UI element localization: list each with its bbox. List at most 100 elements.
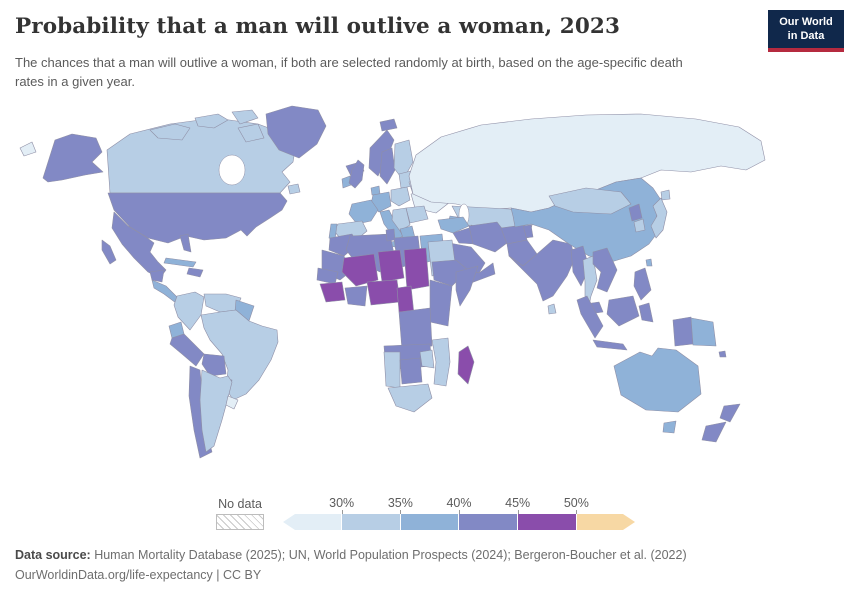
country-cameroon[interactable] (396, 285, 415, 315)
country-mexico-baja[interactable] (101, 239, 117, 265)
country-madagascar[interactable] (457, 345, 475, 385)
country-vietnam-laos-cambodia[interactable] (592, 247, 618, 293)
country-cuba[interactable] (163, 257, 197, 268)
footer-source-text: Human Mortality Database (2025); UN, Wor… (90, 548, 687, 562)
chart-subtitle: The chances that a man will outlive a wo… (15, 55, 683, 89)
legend-tick-mark (576, 510, 578, 514)
country-svalbard[interactable] (379, 118, 398, 132)
legend-tick-label: 30% (329, 496, 355, 510)
legend-segment-5[interactable] (576, 514, 635, 530)
country-usa-florida[interactable] (179, 233, 192, 253)
owid-logo[interactable]: Our World in Data (768, 10, 844, 52)
country-somalia[interactable] (455, 265, 479, 307)
country-botswana[interactable] (399, 357, 423, 385)
country-alaska[interactable] (42, 133, 104, 183)
chart-footer: Data source: Human Mortality Database (2… (15, 545, 835, 585)
country-poland[interactable] (390, 186, 411, 207)
footer-source-label: Data source: (15, 548, 91, 562)
footer-license-line[interactable]: OurWorldinData.org/life-expectancy | CC … (15, 568, 262, 582)
legend-segment-2[interactable] (400, 514, 459, 530)
country-mexico-yucatan[interactable] (149, 269, 165, 283)
country-india[interactable] (508, 239, 576, 302)
country-philippines[interactable] (633, 267, 652, 301)
country-south-korea[interactable] (633, 218, 646, 233)
legend-color-bar[interactable] (283, 514, 635, 530)
owid-logo-line1: Our World (779, 16, 833, 28)
country-dr-congo[interactable] (398, 307, 433, 351)
country-finland[interactable] (393, 139, 414, 181)
country-mali[interactable] (341, 253, 379, 287)
country-chad[interactable] (403, 247, 430, 291)
country-mozambique[interactable] (431, 337, 451, 387)
country-tunisia[interactable] (385, 228, 396, 242)
country-namibia[interactable] (383, 351, 401, 389)
legend-tick-label: 40% (446, 496, 472, 510)
country-brazil[interactable] (200, 309, 279, 401)
country-bolivia[interactable] (201, 353, 227, 377)
legend-no-data-swatch[interactable] (216, 514, 264, 530)
country-south-africa[interactable] (387, 383, 433, 413)
country-fiji[interactable] (718, 350, 727, 358)
country-canada-arctic-1[interactable] (149, 123, 191, 141)
country-indonesia-borneo[interactable] (606, 295, 640, 327)
legend-no-data-label: No data (218, 497, 262, 511)
country-sri-lanka[interactable] (547, 303, 557, 315)
country-mongolia[interactable] (548, 187, 632, 215)
country-ghana-ivory-coast[interactable] (344, 285, 368, 307)
country-new-zealand-south[interactable] (701, 421, 727, 443)
country-indonesia-java[interactable] (592, 339, 628, 351)
country-peru[interactable] (169, 333, 205, 367)
owid-logo-line2: in Data (787, 30, 825, 43)
legend-tick-mark (459, 510, 460, 514)
world-map (19, 105, 766, 459)
country-uk[interactable] (348, 159, 365, 189)
country-new-zealand-north[interactable] (719, 403, 741, 423)
country-north-korea[interactable] (628, 203, 643, 222)
country-greenland[interactable] (265, 105, 327, 159)
country-canada-baffin[interactable] (237, 123, 265, 143)
country-argentina[interactable] (199, 369, 233, 453)
footer-source-line: Data source: Human Mortality Database (2… (15, 545, 835, 565)
legend-segment-3[interactable] (458, 514, 517, 530)
legend-segment-4[interactable] (517, 514, 576, 530)
country-papua-new-guinea[interactable] (690, 317, 717, 347)
country-iran[interactable] (468, 221, 512, 253)
country-mexico[interactable] (111, 211, 167, 279)
country-canada-arctic-3[interactable] (231, 109, 259, 125)
country-turkey[interactable] (437, 216, 470, 234)
country-tasmania[interactable] (662, 420, 677, 434)
country-taiwan[interactable] (645, 258, 653, 267)
country-japan-hokkaido[interactable] (660, 189, 671, 201)
country-indonesia-sulawesi[interactable] (638, 302, 654, 323)
legend-tick-mark (517, 510, 519, 514)
legend-tick-label: 35% (387, 496, 413, 510)
hudson-bay (218, 154, 246, 186)
legend-segment-1[interactable] (341, 514, 400, 530)
country-indonesia-west-papua[interactable] (672, 316, 694, 347)
country-australia[interactable] (613, 347, 702, 413)
country-canada-arctic-2[interactable] (194, 113, 229, 129)
country-uruguay[interactable] (225, 395, 239, 410)
country-indonesia-sumatra[interactable] (576, 295, 604, 339)
legend-tick-mark (341, 510, 343, 514)
country-canada-newfoundland[interactable] (287, 183, 301, 195)
country-colombia[interactable] (173, 291, 205, 331)
country-guinea[interactable] (319, 281, 346, 303)
legend-segment-0[interactable] (283, 514, 341, 530)
page-title: Probability that a man will outlive a wo… (15, 14, 621, 39)
country-hispaniola[interactable] (186, 267, 204, 278)
country-zimbabwe[interactable] (419, 349, 435, 369)
country-japan[interactable] (650, 197, 668, 239)
legend-tick-mark (400, 510, 402, 514)
country-nigeria[interactable] (366, 279, 401, 306)
country-niger[interactable] (377, 249, 405, 283)
country-sweden[interactable] (379, 147, 396, 185)
country-kenya-tanzania[interactable] (429, 279, 453, 327)
legend-tick-label: 45% (505, 496, 531, 510)
country-chukotka-fragment[interactable] (19, 141, 37, 157)
country-france[interactable] (348, 199, 379, 225)
legend-tick-label: 50% (563, 496, 589, 510)
country-romania-bulgaria[interactable] (405, 205, 429, 224)
